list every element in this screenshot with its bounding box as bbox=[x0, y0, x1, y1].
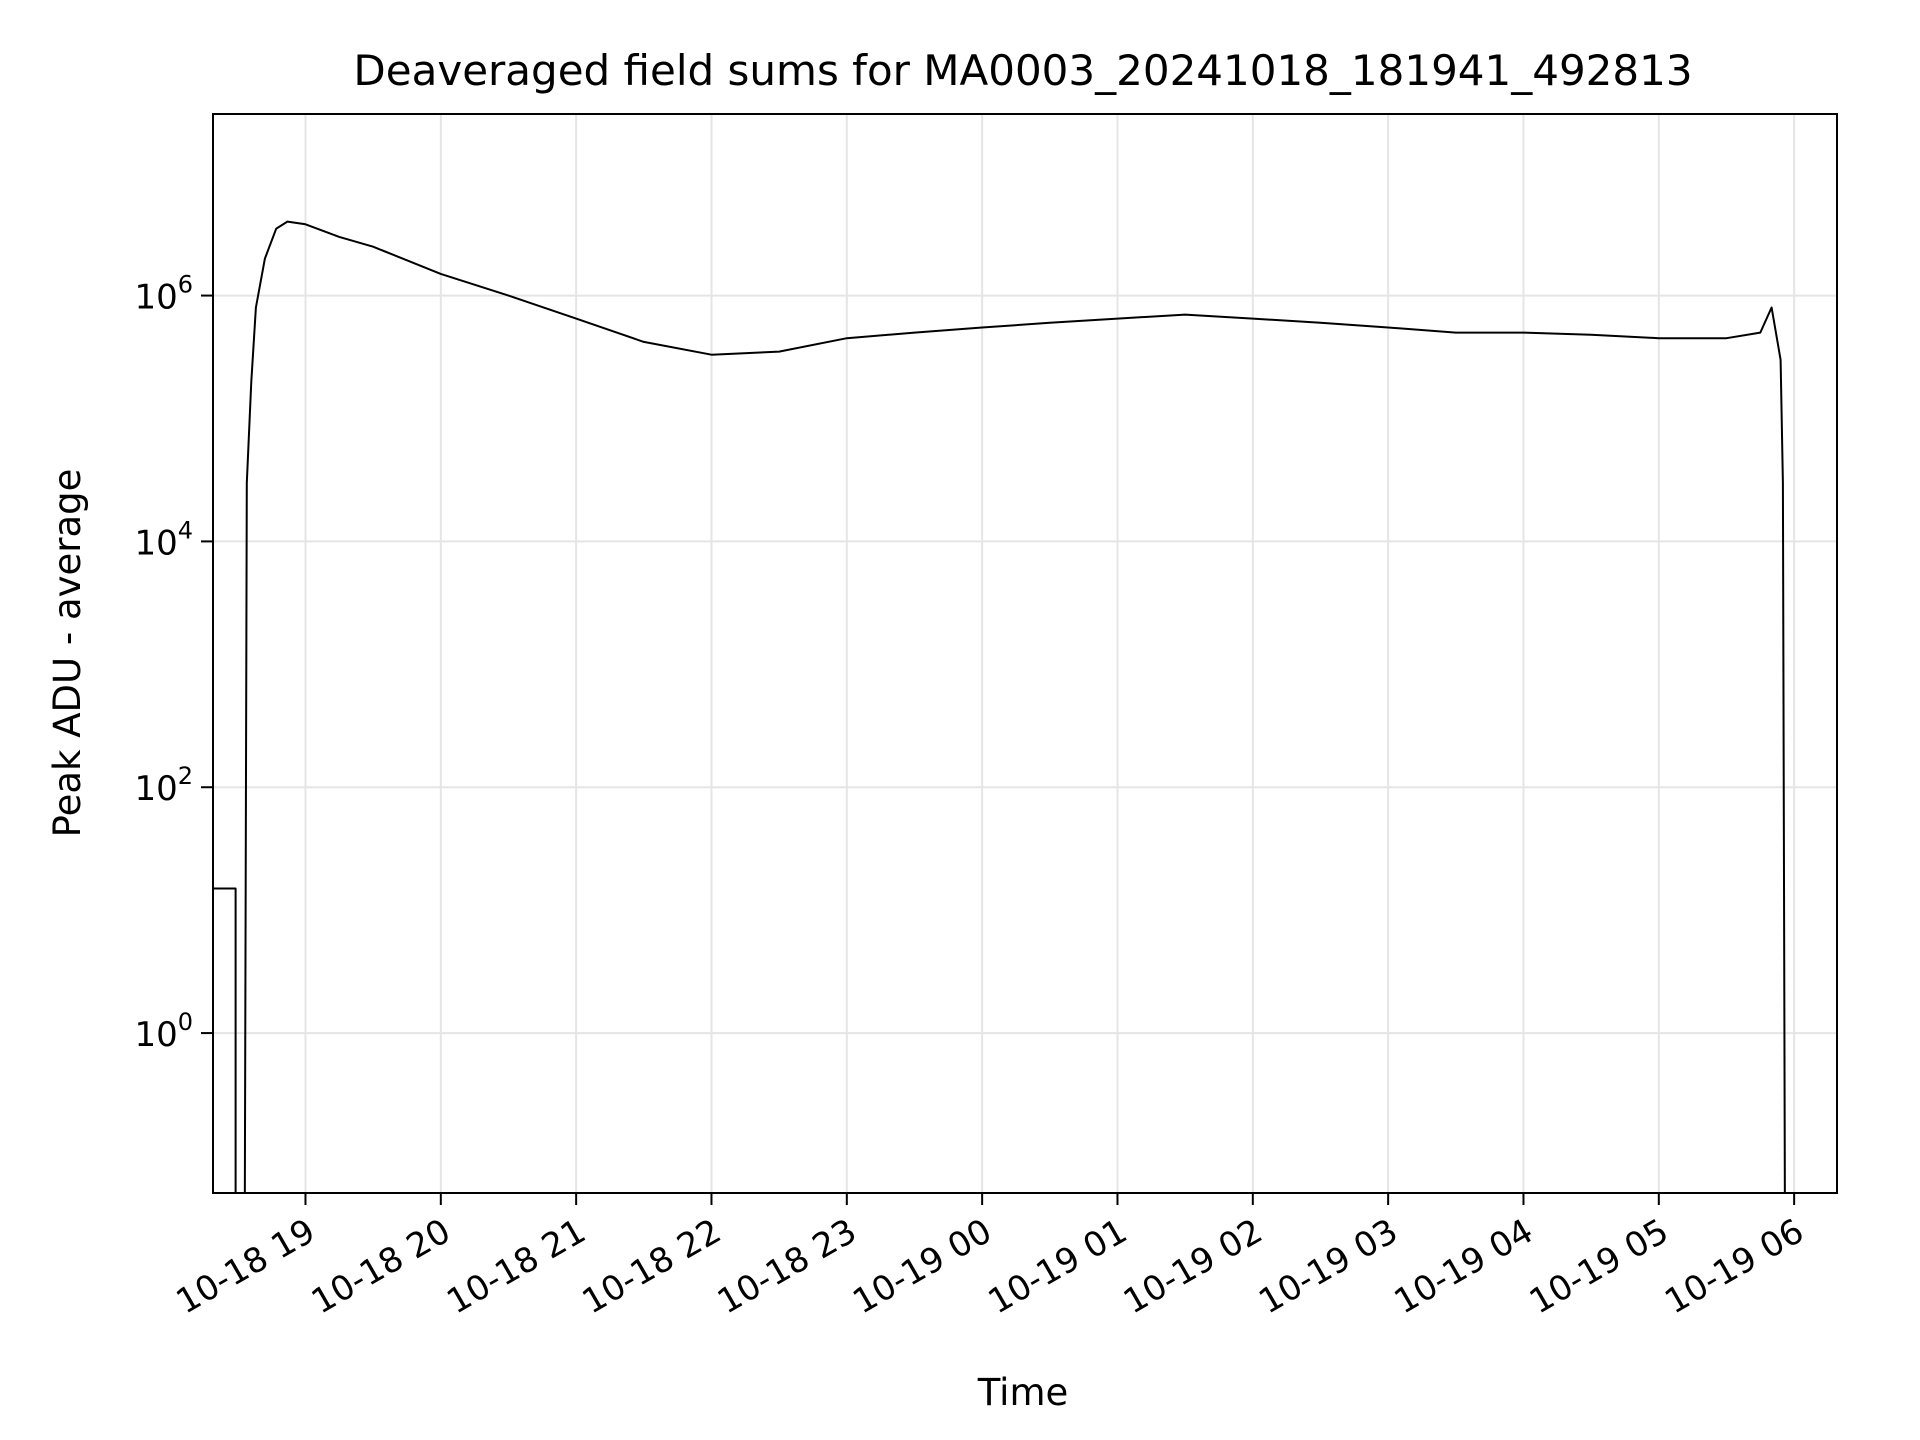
y-tick-label: 102 bbox=[134, 762, 193, 809]
x-tick-label: 10-19 06 bbox=[1658, 1211, 1810, 1322]
x-tick-label: 10-19 00 bbox=[846, 1211, 998, 1322]
y-axis-label: Peak ADU - average bbox=[46, 469, 89, 838]
x-tick-label: 10-18 19 bbox=[170, 1211, 322, 1322]
x-tick-label: 10-19 03 bbox=[1252, 1211, 1404, 1322]
y-tick-label: 104 bbox=[134, 516, 193, 563]
y-tick-label: 100 bbox=[134, 1008, 193, 1055]
x-tick-label: 10-19 02 bbox=[1117, 1211, 1269, 1322]
x-tick-label: 10-18 22 bbox=[576, 1211, 728, 1322]
y-tick-label: 106 bbox=[134, 271, 193, 318]
series-line bbox=[213, 220, 1786, 1193]
x-tick-label: 10-19 01 bbox=[982, 1211, 1134, 1322]
x-tick-label: 10-19 04 bbox=[1388, 1211, 1540, 1322]
grid bbox=[213, 114, 1837, 1193]
x-tick-label: 10-18 21 bbox=[440, 1211, 592, 1322]
y-axis: 100 102 104 106 bbox=[134, 271, 213, 1055]
chart-title: Deaveraged field sums for MA0003_2024101… bbox=[353, 46, 1692, 95]
x-axis-label: Time bbox=[977, 1371, 1069, 1414]
x-tick-label: 10-19 05 bbox=[1523, 1211, 1675, 1322]
x-tick-label: 10-18 23 bbox=[711, 1211, 863, 1322]
data-series bbox=[213, 220, 1786, 1193]
x-tick-label: 10-18 20 bbox=[305, 1211, 457, 1322]
plot-frame bbox=[212, 113, 1838, 1194]
